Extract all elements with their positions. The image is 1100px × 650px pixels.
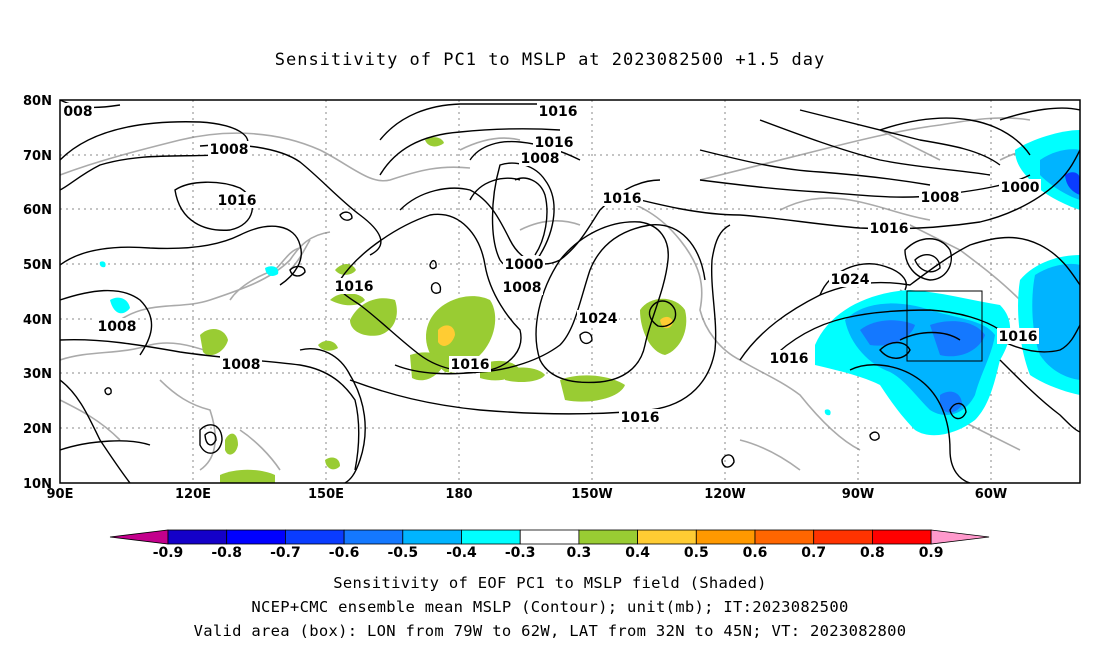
colorbar-swatch (695, 529, 756, 545)
contour-label: 1000 (505, 257, 544, 273)
colorbar-swatch (637, 529, 697, 545)
footer-line-1: Sensitivity of EOF PC1 to MSLP field (Sh… (333, 574, 767, 592)
colorbar-tick-label: -0.4 (446, 545, 477, 561)
positive-sensitivity-shading (200, 137, 687, 483)
colorbar-tick-label: -0.7 (270, 545, 301, 561)
colorbar-swatch (519, 529, 580, 545)
lon-label: 150W (571, 487, 612, 502)
colorbar-labels: -0.9 -0.8 -0.7 -0.6 -0.5 -0.4 -0.3 0.3 0.4 0.5 0.6… (153, 545, 944, 561)
lon-label: 120W (704, 487, 745, 502)
lon-label: 180 (445, 487, 472, 502)
contour-label: 1008 (521, 151, 560, 167)
lon-label: 120E (175, 487, 211, 502)
contour-label: 1016 (999, 329, 1038, 345)
contour-label: 1008 (98, 319, 137, 335)
colorbar-tick-label: 0.4 (625, 545, 650, 561)
lat-label: 20N (23, 422, 52, 437)
contour-label: 1016 (218, 193, 257, 209)
negative-sensitivity-shading (99, 130, 1080, 436)
lon-label: 90W (842, 487, 874, 502)
contour-label: 1016 (770, 351, 809, 367)
contour-label: 1008 (503, 280, 542, 296)
contour-label: 1024 (579, 311, 618, 327)
lat-label: 60N (23, 203, 52, 218)
colorbar-swatch (226, 529, 286, 545)
colorbar-tick-label: -0.9 (153, 545, 184, 561)
latitude-axis: 80N 70N 60N 50N 40N 30N 20N 10N (23, 94, 52, 492)
lon-label: 150E (308, 487, 344, 502)
contour-label: 1024 (831, 272, 870, 288)
colorbar-swatch (813, 529, 873, 545)
footer-line-3: Valid area (box): LON from 79W to 62W, L… (193, 622, 907, 640)
lat-label: 70N (23, 149, 52, 164)
lat-label: 50N (23, 258, 52, 273)
contour-label: 1000 (1001, 180, 1040, 196)
colorbar (109, 529, 990, 545)
colorbar-swatch (402, 529, 462, 545)
colorbar-swatch (578, 529, 639, 545)
colorbar-swatch (872, 529, 932, 545)
lon-label: 60W (975, 487, 1007, 502)
colorbar-tick-label: 0.6 (743, 545, 768, 561)
contour-label: 1016 (335, 279, 374, 295)
contour-labels: 1016 1016 1008 1016 1008 1016 1000 1008 … (62, 103, 1041, 426)
valid-area-box (906, 290, 983, 362)
contour-label: 1016 (870, 221, 909, 237)
colorbar-tick-label: -0.8 (211, 545, 242, 561)
colorbar-tick-label: 0.7 (801, 545, 826, 561)
lat-label: 30N (23, 367, 52, 382)
contour-label: 1016 (535, 135, 574, 151)
colorbar-tick-label: 0.8 (860, 545, 885, 561)
colorbar-tick-label: 0.9 (919, 545, 944, 561)
contour-label: 1016 (539, 104, 578, 120)
lat-label: 80N (23, 94, 52, 109)
colorbar-swatch (461, 529, 521, 545)
colorbar-swatch (284, 529, 345, 545)
contour-label: 1008 (210, 142, 249, 158)
colorbar-swatch (754, 529, 815, 545)
colorbar-swatch (343, 529, 404, 545)
colorbar-tick-label: -0.3 (505, 545, 536, 561)
contour-label: 1016 (451, 357, 490, 373)
lat-label: 10N (23, 477, 52, 492)
colorbar-tick-label: -0.6 (329, 545, 360, 561)
colorbar-swatch (167, 529, 228, 545)
contour-label: 1016 (603, 191, 642, 207)
contour-label: 008 (63, 104, 92, 120)
colorbar-arrow-right (930, 529, 990, 545)
colorbar-tick-label: -0.5 (387, 545, 418, 561)
lat-label: 40N (23, 313, 52, 328)
longitude-axis: 90E 120E 150E 180 150W 120W 90W 60W (47, 487, 1008, 502)
map-frame (59, 99, 1081, 484)
contour-label: 1008 (921, 190, 960, 206)
colorbar-arrow-left (109, 529, 169, 545)
colorbar-tick-label: 0.3 (566, 545, 591, 561)
contour-label: 1008 (222, 357, 261, 373)
footer-line-2: NCEP+CMC ensemble mean MSLP (Contour); u… (251, 598, 849, 616)
map-title: Sensitivity of PC1 to MSLP at 2023082500… (274, 50, 826, 70)
colorbar-tick-label: 0.5 (684, 545, 709, 561)
contour-label: 1016 (621, 410, 660, 426)
lon-label: 90E (47, 487, 74, 502)
